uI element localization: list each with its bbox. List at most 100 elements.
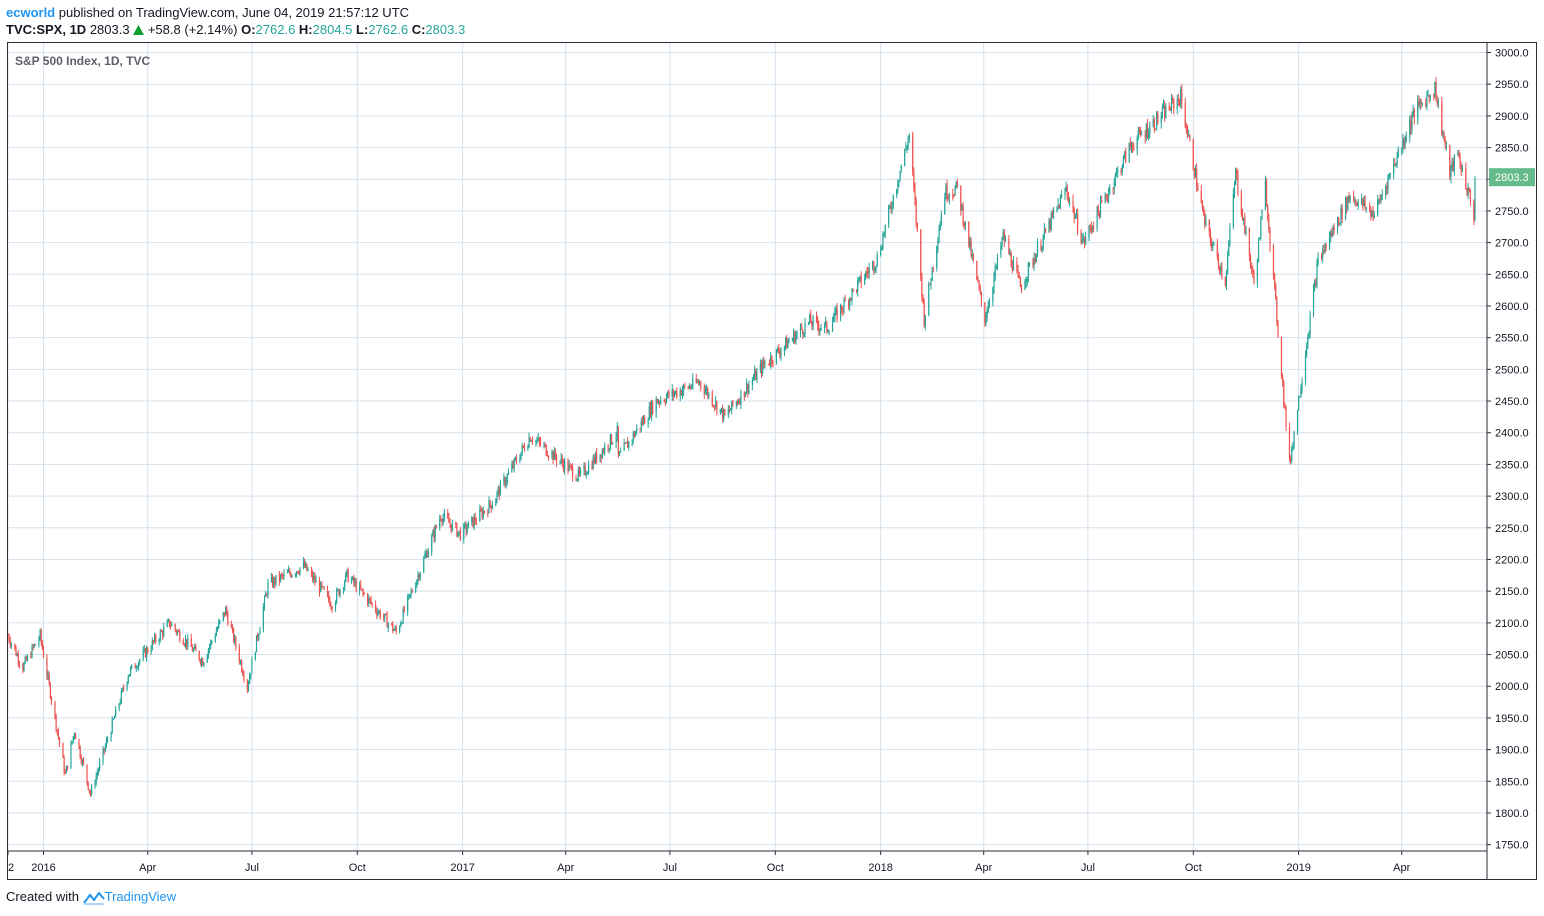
candle-body: [656, 398, 658, 404]
candle-body: [1409, 120, 1411, 137]
candle-body: [505, 481, 507, 486]
candle-body: [176, 631, 179, 634]
candle-body: [1288, 427, 1291, 459]
candle-body: [1081, 238, 1083, 243]
candle-body: [1012, 261, 1015, 271]
candle-body: [136, 667, 139, 669]
candle-body: [567, 460, 569, 471]
candle-body: [119, 702, 121, 704]
author-link[interactable]: ecworld: [6, 5, 56, 20]
y-tick-label: 3000.0: [1495, 48, 1529, 60]
candle-body: [200, 659, 203, 664]
candle-body: [111, 719, 113, 734]
candle-body: [776, 348, 779, 350]
candle-body: [195, 646, 197, 651]
created-with-text: Created with: [6, 889, 79, 904]
candle-body: [1354, 199, 1356, 201]
chart-frame[interactable]: 3000.02950.02900.02850.02800.02750.02700…: [7, 42, 1537, 880]
candle-body: [1435, 81, 1437, 101]
candle-body: [447, 512, 449, 518]
candle-body: [916, 222, 918, 230]
candle-body: [819, 328, 821, 331]
time-axis[interactable]: 12 2016 Apr Jul Oct 2017 Apr Jul Oct 2018 Apr Jul Oc…: [8, 851, 1411, 874]
candle-body: [384, 613, 386, 619]
candle-body: [724, 409, 726, 415]
candle-body: [833, 318, 835, 322]
candle-body: [1165, 106, 1167, 119]
candle-body: [704, 390, 707, 394]
candle-body: [1088, 226, 1090, 238]
candle-body: [295, 571, 298, 575]
candle-body: [203, 662, 205, 666]
price-axis[interactable]: 3000.02950.02900.02850.02800.02750.02700…: [1487, 48, 1529, 852]
candle-body: [736, 401, 739, 404]
candle-body: [1049, 220, 1051, 229]
candle-body: [74, 733, 77, 740]
candle-body: [1253, 272, 1255, 284]
candle-body: [34, 644, 37, 646]
candle-body: [306, 563, 308, 571]
candle-body: [1161, 108, 1163, 117]
candle-body: [402, 608, 404, 624]
candle-body: [375, 603, 377, 612]
candle-body: [1336, 217, 1339, 230]
candle-body: [1251, 267, 1253, 270]
price-chart[interactable]: 3000.02950.02900.02850.02800.02750.02700…: [8, 43, 1536, 879]
candle-body: [1193, 168, 1196, 178]
candle-body: [788, 341, 790, 343]
candle-body: [1443, 133, 1445, 140]
candle-body: [1426, 95, 1428, 107]
candle-body: [383, 617, 385, 619]
candle-body: [835, 308, 837, 311]
candle-body: [756, 371, 758, 380]
candle-body: [657, 401, 660, 404]
candle-body: [216, 627, 219, 631]
candle-body: [992, 288, 994, 303]
candle-body: [872, 261, 874, 268]
candle-body: [980, 292, 983, 303]
candle-body: [153, 635, 156, 642]
candle-body: [1035, 254, 1037, 263]
candle-body: [233, 628, 235, 642]
candle-body: [579, 470, 582, 474]
candle-body: [151, 640, 153, 650]
y-tick-label: 2250.0: [1495, 523, 1529, 535]
candle-body: [38, 638, 40, 645]
candle-body: [487, 512, 489, 514]
candle-body: [1050, 213, 1052, 229]
candle-body: [1419, 101, 1421, 105]
candle-body: [1461, 167, 1464, 172]
candle-body: [443, 512, 445, 518]
candle-body: [1377, 200, 1379, 215]
tradingview-brand[interactable]: TradingView: [104, 889, 177, 904]
candle-body: [936, 246, 938, 268]
candle-body: [322, 586, 324, 588]
candle-body: [1353, 196, 1355, 201]
candle-body: [403, 608, 405, 612]
candle-body: [1331, 232, 1333, 237]
candle-body: [618, 452, 621, 456]
candle-body: [320, 582, 322, 593]
candle-body: [671, 389, 673, 397]
candle-body: [977, 279, 979, 282]
candle-body: [716, 401, 718, 413]
candle-body: [594, 452, 597, 463]
candle-body: [145, 648, 148, 658]
candle-body: [82, 759, 85, 765]
candle-body: [186, 639, 188, 647]
candle-body: [371, 603, 373, 605]
publish-line: ecworld published on TradingView.com, Ju…: [6, 4, 465, 21]
candle-body: [575, 477, 577, 481]
candle-body: [665, 396, 668, 403]
candle-body: [278, 574, 281, 581]
candle-body: [1008, 238, 1010, 255]
candle-body: [1051, 213, 1054, 215]
candle-body: [1420, 101, 1422, 104]
candle-body: [940, 214, 942, 224]
y-tick-label: 2050.0: [1495, 650, 1529, 662]
candle-body: [223, 612, 226, 616]
candle-body: [607, 445, 609, 449]
candle-body: [748, 384, 750, 393]
candle-body: [1027, 263, 1029, 278]
candle-body: [1437, 101, 1439, 104]
